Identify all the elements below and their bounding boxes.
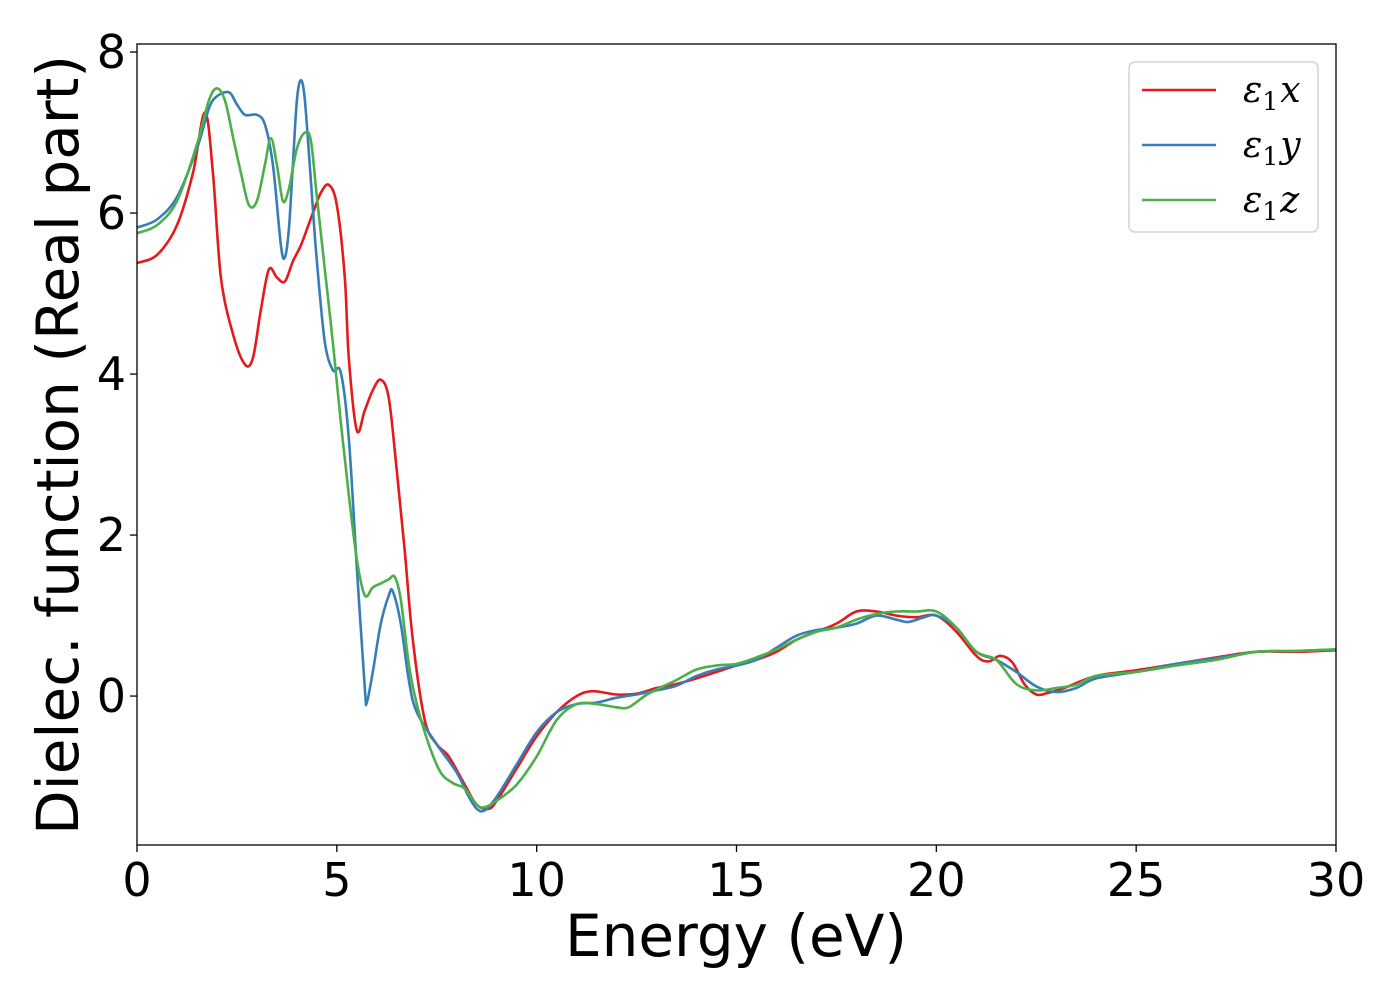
x-axis-title: Energy (eV)	[565, 902, 907, 970]
x-tick-label: 20	[907, 853, 966, 907]
y-tick-label: 8	[97, 25, 126, 79]
y-tick-label: 0	[97, 669, 126, 723]
x-tick-label: 0	[122, 853, 151, 907]
legend[interactable]: ε1x ε1y ε1z	[1128, 61, 1319, 233]
x-tick-label: 25	[1107, 853, 1166, 907]
x-tick-label: 15	[707, 853, 766, 907]
y-tick-label: 6	[97, 186, 126, 240]
y-tick-label: 2	[97, 508, 126, 562]
legend-label: ε1x	[1243, 70, 1301, 116]
series-line-z	[137, 87, 1336, 809]
legend-box	[1128, 61, 1319, 233]
series-layer	[137, 78, 1336, 813]
legend-item-z[interactable]: ε1z	[1142, 180, 1300, 226]
x-tick-label: 30	[1307, 853, 1366, 907]
legend-label: ε1z	[1243, 180, 1300, 226]
y-axis-title: Dielec. function (Real part)	[24, 55, 92, 835]
legend-label: ε1y	[1243, 125, 1301, 171]
x-tick-label: 10	[507, 853, 566, 907]
x-tick-label: 5	[322, 853, 351, 907]
y-tick-label: 4	[97, 347, 126, 401]
y-axis: 0 2 4 6 8	[97, 25, 137, 723]
legend-item-x[interactable]: ε1x	[1142, 70, 1301, 116]
x-axis: 0 5 10 15 20 25 30	[122, 845, 1365, 907]
legend-item-y[interactable]: ε1y	[1142, 125, 1301, 171]
